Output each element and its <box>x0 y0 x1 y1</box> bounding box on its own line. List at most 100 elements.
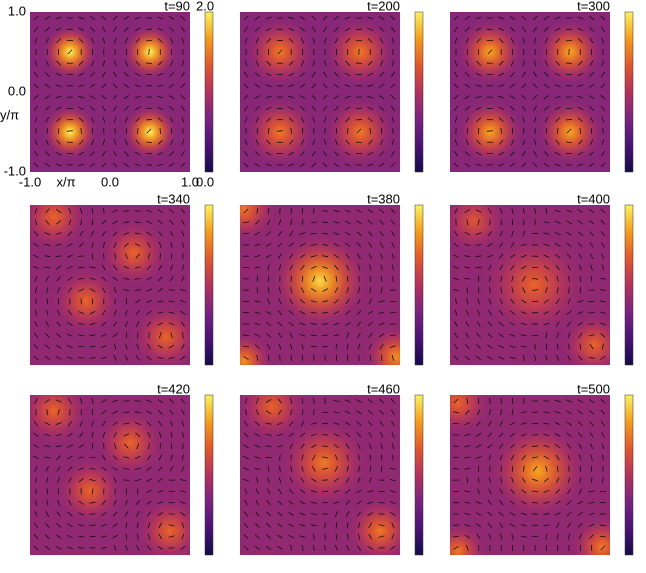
vector <box>543 322 550 326</box>
vector <box>33 162 39 168</box>
vector <box>390 545 396 551</box>
vector <box>244 420 248 427</box>
vector <box>452 535 460 538</box>
vector <box>55 208 62 214</box>
vector <box>466 397 469 405</box>
vector <box>452 288 460 292</box>
vector <box>344 72 351 77</box>
vector <box>599 535 606 538</box>
vector <box>367 546 374 550</box>
vector <box>301 544 304 551</box>
vector <box>477 287 480 294</box>
vector <box>277 500 283 506</box>
vector <box>288 432 294 437</box>
vector <box>33 15 39 21</box>
vector <box>78 288 85 292</box>
vector <box>123 15 130 21</box>
colorbar <box>624 394 634 556</box>
vector <box>124 116 129 123</box>
vector <box>453 15 459 21</box>
vector <box>288 16 295 20</box>
vector <box>533 37 537 44</box>
vector <box>600 420 605 427</box>
vector <box>390 398 396 404</box>
vector <box>299 83 306 88</box>
vector <box>300 26 305 32</box>
vector <box>265 310 272 315</box>
vector <box>356 310 362 316</box>
vector <box>288 106 295 111</box>
vector <box>454 321 458 327</box>
vector <box>243 355 249 360</box>
vector <box>489 287 491 294</box>
peak <box>562 313 610 365</box>
vector <box>244 150 248 157</box>
vector <box>254 266 261 269</box>
vector <box>600 71 605 78</box>
vector <box>346 264 350 271</box>
vector <box>89 501 96 504</box>
vector <box>487 522 493 528</box>
vector <box>56 321 61 327</box>
vector <box>100 546 107 549</box>
vector <box>101 309 106 316</box>
vector <box>170 431 173 438</box>
vector <box>520 243 527 247</box>
vector <box>278 219 282 226</box>
vector <box>356 128 362 134</box>
vector <box>134 277 141 280</box>
vector <box>113 37 117 44</box>
vector <box>345 489 351 494</box>
vector <box>181 37 185 44</box>
vector <box>244 26 248 33</box>
vector <box>511 287 514 294</box>
vector <box>311 444 317 449</box>
vector <box>322 456 329 459</box>
vector <box>276 433 283 437</box>
vector <box>389 323 396 325</box>
vector <box>277 409 282 416</box>
vector <box>277 230 282 237</box>
vector <box>265 545 272 550</box>
vector <box>91 207 94 215</box>
vector <box>134 84 141 88</box>
vector <box>159 253 162 260</box>
vector <box>543 477 549 483</box>
vector <box>345 500 350 506</box>
vector <box>511 533 514 540</box>
vector <box>464 151 470 157</box>
vector <box>146 355 152 361</box>
vector <box>356 399 362 403</box>
vector <box>333 254 340 259</box>
panel-title: t=300 <box>577 0 610 13</box>
vector <box>67 466 73 472</box>
vector <box>522 230 525 237</box>
vector <box>146 478 152 482</box>
vector <box>157 84 164 88</box>
vector <box>566 511 572 517</box>
vector <box>266 523 272 528</box>
vector <box>44 232 51 236</box>
vector <box>509 432 516 437</box>
vector <box>500 127 502 135</box>
vector <box>44 344 50 349</box>
vector <box>477 409 481 416</box>
vector <box>290 454 293 461</box>
vector <box>67 276 73 281</box>
vector <box>290 219 293 226</box>
vector <box>577 27 584 31</box>
vector <box>600 162 606 168</box>
vector <box>159 241 162 248</box>
vector <box>464 534 471 539</box>
vector <box>180 501 186 505</box>
vector <box>454 208 458 214</box>
vector <box>543 513 550 515</box>
vector <box>379 420 384 427</box>
vector <box>589 26 595 32</box>
vector <box>267 477 270 484</box>
vector <box>310 265 317 270</box>
vector <box>390 511 396 517</box>
vector <box>125 343 128 350</box>
peak <box>96 409 164 477</box>
vector <box>89 288 96 292</box>
